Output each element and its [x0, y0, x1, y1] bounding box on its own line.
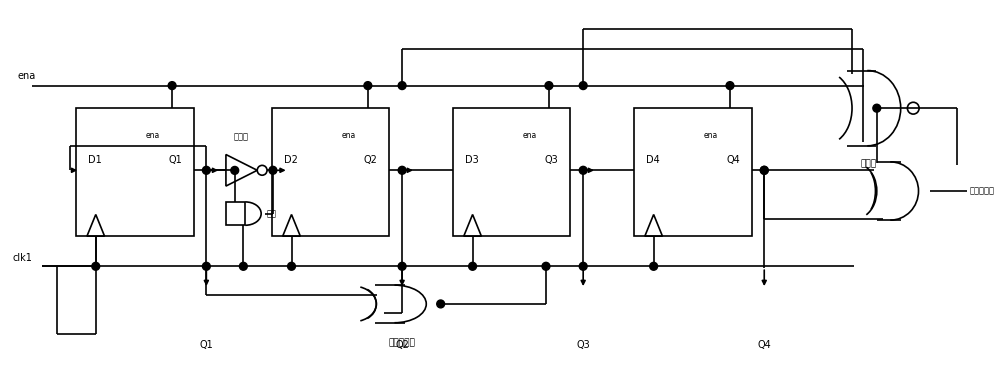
Circle shape: [579, 82, 587, 89]
Bar: [76, 108, 194, 236]
Text: D1: D1: [88, 155, 102, 165]
Text: 反相器: 反相器: [234, 132, 249, 141]
Circle shape: [726, 82, 734, 89]
Bar: [453, 108, 570, 236]
Circle shape: [288, 262, 295, 270]
Circle shape: [398, 166, 406, 174]
Text: Q4: Q4: [726, 155, 740, 165]
Circle shape: [542, 262, 550, 270]
Circle shape: [650, 262, 658, 270]
Text: Q2: Q2: [364, 155, 378, 165]
Bar: [226, 202, 245, 225]
Circle shape: [579, 166, 587, 174]
Text: Q3: Q3: [545, 155, 559, 165]
Circle shape: [202, 166, 210, 174]
Text: Q1: Q1: [168, 155, 182, 165]
Text: ena: ena: [522, 131, 536, 140]
Circle shape: [760, 166, 768, 174]
Circle shape: [760, 166, 768, 174]
Circle shape: [579, 262, 587, 270]
Circle shape: [545, 82, 553, 89]
Text: D2: D2: [284, 155, 298, 165]
Text: 与门: 与门: [266, 209, 276, 218]
Circle shape: [398, 82, 406, 89]
Text: ena: ena: [703, 131, 718, 140]
Text: Q1: Q1: [199, 340, 213, 350]
Text: Q3: Q3: [576, 340, 590, 350]
Text: Q2: Q2: [395, 340, 409, 350]
Circle shape: [437, 300, 445, 308]
Text: 或非门: 或非门: [861, 159, 877, 168]
Circle shape: [269, 166, 277, 174]
Bar: [272, 108, 389, 236]
Text: Q4: Q4: [757, 340, 771, 350]
Text: D4: D4: [646, 155, 660, 165]
Circle shape: [239, 262, 247, 270]
Text: 第一异或门: 第一异或门: [970, 186, 995, 196]
Circle shape: [364, 82, 372, 89]
Text: clk1: clk1: [13, 253, 32, 264]
Text: 第二异或门: 第二异或门: [389, 338, 416, 347]
Text: ena: ena: [145, 131, 160, 140]
Circle shape: [202, 262, 210, 270]
Circle shape: [92, 262, 100, 270]
Text: ena: ena: [17, 71, 36, 81]
Circle shape: [168, 82, 176, 89]
Bar: [634, 108, 752, 236]
Circle shape: [398, 262, 406, 270]
Circle shape: [231, 167, 239, 174]
Text: D3: D3: [465, 155, 478, 165]
Text: ena: ena: [341, 131, 355, 140]
Circle shape: [469, 262, 476, 270]
Circle shape: [873, 104, 881, 112]
